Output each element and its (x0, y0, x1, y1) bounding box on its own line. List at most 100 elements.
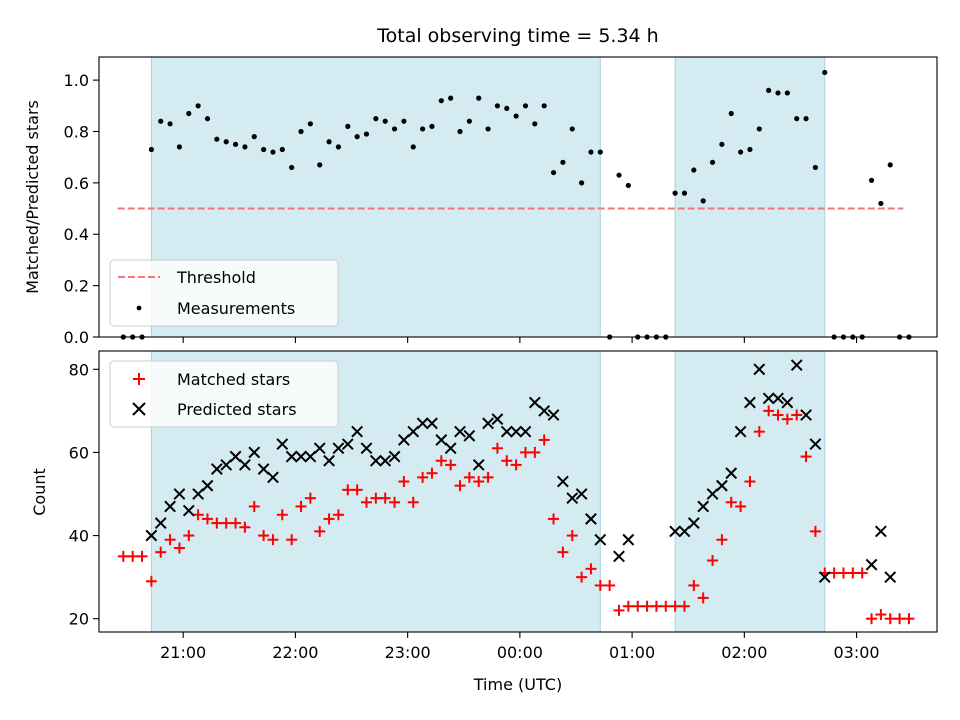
predicted-point-13 (267, 471, 279, 484)
measurement-point-42 (513, 113, 519, 119)
top-x-ticks (182, 337, 858, 343)
matched-point-31 (407, 496, 419, 508)
measurement-point-66 (737, 149, 744, 155)
matched-point-63 (707, 555, 719, 567)
measurement-point-43 (522, 103, 529, 109)
predicted-point-16 (295, 450, 307, 463)
measurement-points (120, 69, 912, 340)
bottom-axes-frame (98, 350, 938, 633)
matched-point-36 (454, 480, 466, 492)
predicted-point-50 (622, 533, 635, 546)
matched-point-81 (875, 609, 887, 621)
predicted-point-1 (154, 517, 167, 529)
matched-point-24 (342, 484, 354, 496)
predicted-point-9 (229, 450, 242, 463)
predicted-point-21 (341, 438, 354, 451)
predicted-point-5 (192, 488, 205, 500)
matched-point-68 (753, 426, 765, 438)
matched-point-7 (183, 530, 195, 542)
predicted-point-62 (772, 392, 784, 405)
matched-point-60 (678, 600, 690, 612)
matched-point-83 (894, 613, 906, 625)
measurement-point-15 (261, 146, 267, 153)
predicted-point-12 (257, 463, 270, 475)
predicted-point-49 (613, 550, 625, 563)
matched-point-59 (669, 600, 681, 612)
matched-point-5 (164, 534, 176, 546)
matched-point-23 (332, 509, 344, 521)
predicted-point-35 (472, 458, 485, 471)
predicted-point-55 (706, 488, 719, 500)
matched-point-57 (650, 600, 662, 612)
predicted-point-59 (744, 396, 756, 409)
matched-point-40 (491, 442, 503, 454)
matched-point-11 (220, 517, 232, 529)
chart-title: Total observing time = 5.34 h (376, 25, 658, 47)
predicted-point-6 (201, 479, 214, 492)
matched-point-70 (772, 409, 784, 421)
predicted-point-38 (500, 425, 513, 438)
matched-point-4 (155, 546, 167, 558)
matched-point-41 (501, 455, 513, 467)
matched-point-12 (230, 517, 242, 529)
matched-point-3 (145, 575, 157, 587)
measurement-point-47 (560, 159, 566, 165)
matched-point-84 (903, 613, 915, 625)
predicted-point-34 (463, 429, 476, 442)
matched-point-48 (566, 530, 578, 542)
matched-point-72 (791, 409, 803, 421)
measurement-point-48 (569, 126, 575, 132)
xtick-label-3: 00:00 (497, 643, 543, 662)
predicted-point-33 (454, 425, 466, 438)
measurement-point-8 (195, 103, 201, 109)
top-legend-box (109, 259, 339, 327)
matched-point-14 (248, 500, 260, 512)
measurement-point-70 (775, 90, 781, 96)
top-ytick-label-5: 1.0 (64, 71, 89, 90)
measurement-point-33 (429, 123, 435, 129)
matched-point-45 (538, 434, 550, 446)
bottom-panel: 20 40 60 80 21:00 22:00 23:00 00:00 01:00 02:00 0… (30, 350, 938, 694)
measurement-point-51 (597, 149, 603, 155)
measurement-point-37 (466, 118, 472, 124)
matched-point-28 (379, 492, 391, 504)
predicted-point-32 (444, 442, 457, 455)
matched-point-47 (557, 546, 569, 558)
matched-point-69 (763, 405, 775, 417)
matched-point-61 (688, 579, 700, 591)
measurement-point-10 (214, 136, 220, 142)
measurement-point-26 (363, 131, 370, 137)
bottom-ytick-label-0: 20 (69, 610, 89, 629)
xtick-label-6: 03:00 (834, 643, 880, 662)
predicted-point-37 (491, 413, 504, 426)
measurement-point-25 (354, 134, 360, 140)
predicted-point-51 (669, 525, 682, 538)
bottom-legend-box (109, 360, 339, 428)
predicted-point-27 (397, 434, 410, 446)
bottom-y-ticks: 20 40 60 80 (69, 360, 99, 629)
predicted-point-25 (379, 454, 392, 467)
xtick-label-4: 01:00 (609, 643, 655, 662)
measurement-point-36 (457, 128, 463, 135)
matched-point-1 (127, 550, 139, 562)
top-y-ticks: 0.0 0.2 0.4 0.6 0.8 1.0 (64, 71, 99, 347)
matched-point-80 (866, 613, 878, 625)
matched-point-64 (716, 534, 728, 546)
legend-matched-label: Matched stars (177, 370, 290, 389)
top-axes-frame (98, 56, 938, 338)
measurement-point-6 (176, 144, 183, 150)
predicted-point-11 (248, 446, 261, 459)
matched-point-0 (117, 550, 129, 562)
predicted-point-31 (435, 434, 448, 446)
predicted-point-10 (238, 458, 251, 471)
measurement-point-22 (326, 139, 332, 145)
matched-point-32 (417, 471, 429, 483)
predicted-point-60 (753, 363, 766, 376)
predicted-point-43 (547, 409, 560, 421)
matched-point-54 (622, 600, 634, 612)
measurement-point-27 (373, 116, 379, 122)
measurement-point-23 (335, 144, 342, 150)
measurement-point-69 (766, 87, 772, 93)
predicted-point-42 (538, 404, 551, 417)
matched-point-17 (276, 509, 288, 521)
